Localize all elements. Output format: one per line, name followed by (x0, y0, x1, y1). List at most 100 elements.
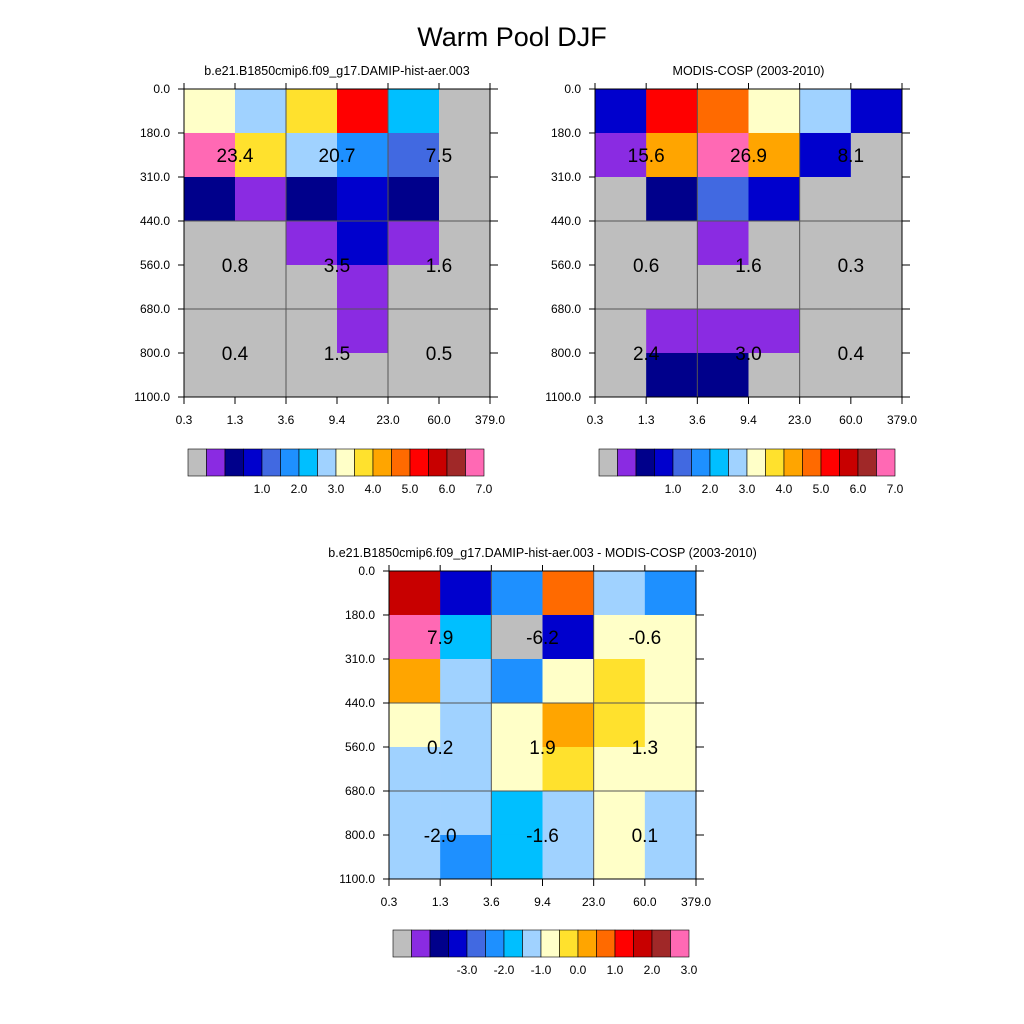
colorbar-tick-label: 2.0 (644, 963, 661, 977)
heatmap-cell (388, 221, 440, 266)
heatmap-cell (595, 176, 647, 222)
cell-value-label: 0.2 (427, 738, 453, 759)
heatmap-cell (799, 132, 852, 178)
heatmap-cell (748, 132, 800, 178)
heatmap-cell (491, 658, 543, 704)
x-tick-label: 60.0 (427, 413, 451, 427)
colorbar-swatch (728, 448, 748, 477)
heatmap-cell (646, 309, 698, 354)
heatmap-cell (593, 658, 646, 704)
colorbar-tick-label: 3.0 (739, 482, 756, 496)
colorbar-swatch (187, 448, 207, 477)
heatmap-cell (286, 264, 338, 310)
heatmap-cell (440, 703, 492, 748)
heatmap-panel-2: MODIS-COSP (2003-2010) 0.0 180.0 310.0 440.0… (545, 64, 917, 496)
heatmap-cell (184, 89, 236, 134)
heatmap-cell (286, 221, 338, 266)
colorbar-swatch (465, 448, 485, 477)
heatmap-cell (389, 571, 441, 616)
cell-value-label: 1.9 (529, 738, 555, 759)
cell-value-label: 7.9 (427, 628, 453, 649)
colorbar-swatch (577, 929, 597, 958)
y-tick-label: 680.0 (345, 784, 375, 798)
heatmap-cell (748, 352, 800, 398)
colorbar-swatch (802, 448, 822, 477)
x-tick-label: 3.6 (278, 413, 295, 427)
heatmap-cell (593, 614, 646, 660)
y-tick-label: 310.0 (140, 170, 170, 184)
y-tick-label: 440.0 (140, 214, 170, 228)
heatmap-cell (439, 221, 491, 266)
heatmap-cell (389, 658, 441, 704)
colorbar-swatch (485, 929, 505, 958)
cell-value-label: 0.3 (838, 256, 864, 277)
heatmap-cell (644, 791, 697, 836)
heatmap-cell (388, 176, 440, 222)
colorbar-swatch (633, 929, 653, 958)
cell-value-label: 3.5 (324, 256, 350, 277)
heatmap-panel-3: b.e21.B1850cmip6.f09_g17.DAMIP-hist-aer.… (328, 546, 756, 977)
colorbar-swatch (317, 448, 337, 477)
x-tick-label: 23.0 (582, 895, 606, 909)
colorbar-swatch (691, 448, 711, 477)
heatmap-cell (439, 309, 491, 354)
cell-value-label: 20.7 (319, 146, 356, 167)
colorbar-tick-label: 5.0 (813, 482, 830, 496)
heatmap-cell (646, 132, 698, 178)
heatmap-cell (440, 791, 492, 836)
colorbar-swatch (354, 448, 374, 477)
heatmap-cell (799, 309, 852, 354)
heatmap-cell (748, 264, 800, 310)
heatmap-cell (235, 132, 287, 178)
heatmap-cell (388, 89, 440, 134)
colorbar-tick-label: 0.0 (570, 963, 587, 977)
y-tick-label: 440.0 (551, 214, 581, 228)
heatmap-cell (850, 264, 903, 310)
heatmap-cell (748, 309, 800, 354)
colorbar-tick-label: 2.0 (291, 482, 308, 496)
heatmap-cell (388, 352, 440, 398)
colorbar-swatch (335, 448, 355, 477)
heatmap-cell (542, 571, 594, 616)
heatmap-cell (439, 176, 491, 222)
heatmap-cell (491, 703, 543, 748)
x-tick-label: 0.3 (381, 895, 398, 909)
heatmap-cell (389, 834, 441, 880)
heatmap-cell (799, 352, 852, 398)
colorbar-swatch (429, 929, 449, 958)
heatmap-cell (235, 221, 287, 266)
colorbar-swatch (614, 929, 634, 958)
colorbar-swatch (372, 448, 392, 477)
cell-value-label: 0.4 (222, 344, 249, 365)
colorbar: -3.0 -2.0 -1.0 0.0 1.0 2.0 3.0 (392, 929, 698, 977)
colorbar-tick-label: -3.0 (457, 963, 478, 977)
heatmap-cell (235, 264, 287, 310)
heatmap-cell (595, 221, 647, 266)
y-tick-label: 560.0 (140, 258, 170, 272)
colorbar-swatch (709, 448, 729, 477)
heatmap-cell (491, 571, 543, 616)
x-tick-label: 60.0 (839, 413, 863, 427)
heatmap-cell (389, 791, 441, 836)
x-tick-label: 0.3 (176, 413, 193, 427)
cell-value-label: 26.9 (730, 146, 767, 167)
cell-value-label: -6.2 (526, 628, 559, 649)
heatmap-cell (440, 658, 492, 704)
heatmap-cell (646, 89, 698, 134)
colorbar-swatch (559, 929, 579, 958)
heatmap-cell (389, 703, 441, 748)
cell-value-label: 2.4 (633, 344, 660, 365)
heatmap-cell (697, 132, 749, 178)
heatmap-cell (389, 614, 441, 660)
heatmap-cell (644, 614, 697, 660)
heatmap-cell (593, 571, 646, 616)
colorbar-swatch (635, 448, 655, 477)
y-tick-label: 560.0 (551, 258, 581, 272)
heatmap-cell (644, 658, 697, 704)
heatmap-cell (439, 264, 491, 310)
heatmap-cell (235, 176, 287, 222)
x-tick-label: 9.4 (329, 413, 346, 427)
heatmap-cell (286, 132, 338, 178)
heatmap-cell (491, 834, 543, 880)
panel-title: b.e21.B1850cmip6.f09_g17.DAMIP-hist-aer.… (204, 64, 469, 78)
